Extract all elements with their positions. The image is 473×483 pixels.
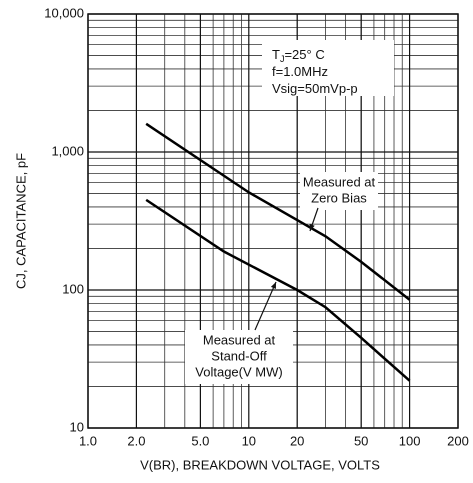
x-tick-label: 20 xyxy=(290,433,304,448)
condition-part: T xyxy=(272,47,280,62)
x-tick-label: 10 xyxy=(242,433,256,448)
condition-part: f=1.0MHz xyxy=(272,64,328,79)
annotation-box xyxy=(300,172,378,210)
arrow-head xyxy=(309,224,315,231)
data-line xyxy=(145,198,411,382)
condition-text: Vsig=50mVp-p xyxy=(272,81,358,96)
x-tick-label: 1.0 xyxy=(79,433,97,448)
lines xyxy=(145,122,411,382)
condition-part: =25° C xyxy=(284,47,324,62)
y-tick-label: 10 xyxy=(70,419,84,434)
condition-text: TJ=25° C xyxy=(272,47,325,64)
annotation-box xyxy=(185,330,293,384)
labels: 1.0 2.0 5.0 10 20 50 100 200 10 100 1,000 10,000 TJ=… xyxy=(44,5,469,448)
conditions-box xyxy=(262,40,394,96)
annotation-text: Stand-Off xyxy=(211,348,267,363)
condition-text: f=1.0MHz xyxy=(272,64,328,79)
x-axis-label: V(BR), BREAKDOWN VOLTAGE, VOLTS xyxy=(140,457,380,472)
data-line xyxy=(145,122,411,301)
annotation-text: Zero Bias xyxy=(311,190,367,205)
y-tick-label: 10,000 xyxy=(44,5,84,20)
y-tick-label: 1,000 xyxy=(51,143,84,158)
x-tick-label: 50 xyxy=(354,433,368,448)
annotation-text: Measured at xyxy=(303,174,376,189)
arrow-head xyxy=(270,282,276,289)
x-tick-label: 5.0 xyxy=(191,433,209,448)
x-tick-label: 2.0 xyxy=(127,433,145,448)
condition-part: Vsig=50mVp-p xyxy=(272,81,358,96)
y-tick-label: 100 xyxy=(62,281,84,296)
x-tick-label: 200 xyxy=(447,433,469,448)
annotation-arrow xyxy=(254,281,277,331)
condition-part: J xyxy=(280,54,285,64)
annotation-text: Measured at xyxy=(203,332,276,347)
y-axis-label: CJ, CAPACITANCE, pF xyxy=(13,153,28,289)
annotation-text: Voltage(V MW) xyxy=(195,364,282,379)
x-tick-label: 100 xyxy=(399,433,421,448)
